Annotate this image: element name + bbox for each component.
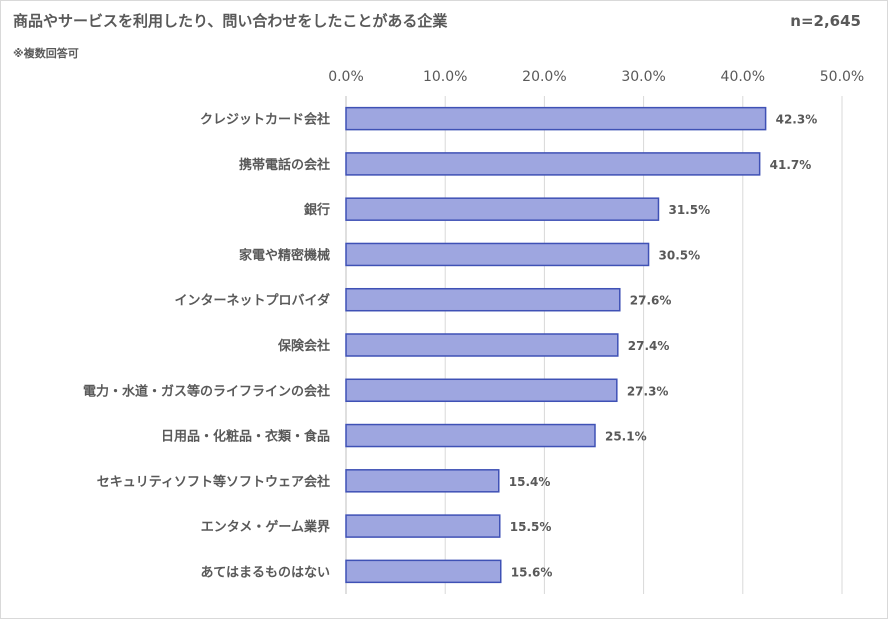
category-label: 銀行: [304, 202, 330, 218]
category-label: 保険会社: [277, 338, 330, 354]
data-label: 31.5%: [668, 203, 710, 217]
data-label: 15.6%: [511, 565, 553, 579]
category-label: インターネットプロバイダ: [175, 293, 330, 309]
bar: [345, 197, 660, 221]
x-tick-label: 20.0%: [522, 69, 566, 85]
data-label: 27.3%: [627, 384, 669, 398]
x-tick-label: 30.0%: [621, 69, 665, 85]
data-label: 30.5%: [659, 248, 701, 262]
bar: [345, 423, 596, 448]
sample-size: n=2,645: [790, 12, 861, 30]
category-label: エンタメ・ゲーム業界: [201, 519, 330, 535]
data-label: 27.6%: [630, 294, 672, 308]
category-label: 家電や精密機械: [239, 247, 330, 263]
bar: [345, 469, 500, 493]
chart-subtitle: ※複数回答可: [13, 47, 79, 60]
data-label: 15.4%: [509, 475, 551, 489]
x-tick-label: 50.0%: [820, 69, 864, 85]
bar: [345, 106, 767, 131]
data-label: 15.5%: [510, 520, 552, 534]
category-label: セキュリティソフト等ソフトウェア会社: [97, 474, 330, 490]
bar: [345, 242, 650, 267]
category-label: 日用品・化粧品・衣類・食品: [161, 429, 330, 445]
bar: [345, 378, 618, 403]
bar: [345, 287, 621, 312]
category-label: 電力・水道・ガス等のライフラインの会社: [83, 383, 330, 399]
bar: [345, 514, 501, 538]
chart-title: 商品やサービスを利用したり、問い合わせをしたことがある企業: [13, 12, 448, 30]
x-tick-label: 10.0%: [423, 69, 467, 85]
category-label: 携帯電話の会社: [239, 157, 330, 173]
data-label: 25.1%: [605, 430, 647, 444]
bar: [345, 152, 761, 176]
data-label: 41.7%: [770, 158, 812, 172]
data-label: 42.3%: [776, 113, 818, 127]
data-label: 27.4%: [628, 339, 670, 353]
bar: [345, 333, 619, 357]
category-label: クレジットカード会社: [200, 112, 330, 128]
x-tick-label: 0.0%: [328, 69, 364, 85]
bar: [345, 559, 502, 584]
category-label: あてはまるものはない: [201, 565, 330, 580]
x-tick-label: 40.0%: [721, 69, 765, 85]
